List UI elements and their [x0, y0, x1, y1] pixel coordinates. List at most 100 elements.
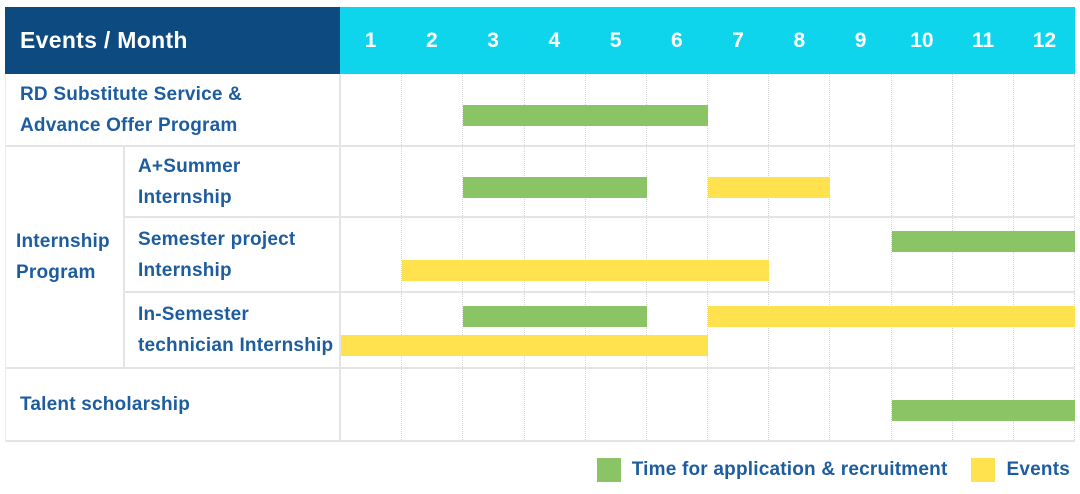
table-body: RD Substitute Service & Advance Offer Pr… — [5, 74, 1076, 442]
green-gantt-bar — [463, 306, 647, 327]
row-label-a-summer: A+Summer Internship — [125, 147, 341, 216]
row-label-rd-substitute: RD Substitute Service & Advance Offer Pr… — [6, 74, 341, 145]
legend-item-events: Events — [971, 458, 1070, 482]
month-cell — [953, 293, 1014, 367]
month-cell — [769, 293, 831, 367]
row-in-semester-technician-internship: In-Semester technician Internship — [125, 293, 1076, 367]
month-cell — [830, 74, 892, 145]
month-header-2: 2 — [426, 28, 438, 52]
month-header-10: 10 — [910, 28, 934, 52]
gantt-grid-in-semester — [341, 293, 1076, 367]
month-cell — [402, 293, 464, 367]
month-cell — [953, 147, 1014, 216]
month-cell — [892, 74, 953, 145]
month-header-5: 5 — [609, 28, 622, 52]
month-cell — [708, 293, 770, 367]
internship-subrows: A+Summer Internship Semester project Int… — [125, 147, 1076, 367]
month-cell — [769, 218, 831, 291]
gantt-grid-semester-project — [341, 218, 1076, 291]
month-cell — [341, 293, 403, 367]
month-cell — [892, 293, 953, 367]
month-cell — [892, 218, 953, 291]
row-label-in-semester: In-Semester technician Internship — [125, 293, 341, 367]
month-cell — [647, 369, 709, 440]
month-header-7: 7 — [732, 28, 744, 52]
month-cell — [525, 293, 586, 367]
month-header-3: 3 — [487, 28, 499, 52]
month-cell — [953, 74, 1014, 145]
row-a-summer-internship: A+Summer Internship — [125, 147, 1076, 218]
legend: Time for application & recruitment Event… — [596, 458, 1070, 482]
row-semester-project-internship: Semester project Internship — [125, 218, 1076, 293]
month-cell — [769, 74, 831, 145]
row-label-talent-scholarship: Talent scholarship — [6, 369, 341, 440]
month-cell — [463, 293, 525, 367]
legend-label-application-recruitment: Time for application & recruitment — [631, 459, 948, 480]
month-cell — [830, 218, 892, 291]
month-header-4: 4 — [548, 28, 561, 52]
green-gantt-bar — [891, 231, 1075, 252]
yellow-gantt-bar — [402, 260, 770, 281]
month-cell — [1014, 147, 1076, 216]
month-cell — [830, 293, 892, 367]
month-cell — [586, 218, 647, 291]
month-cell — [341, 147, 403, 216]
row-talent-scholarship: Talent scholarship — [6, 369, 1076, 442]
month-cell — [586, 293, 647, 367]
month-cell — [1014, 293, 1076, 367]
gantt-grid-rd-substitute — [341, 74, 1076, 145]
month-cell — [402, 74, 464, 145]
month-cell — [341, 74, 403, 145]
month-cell — [708, 74, 770, 145]
legend-label-events: Events — [1006, 459, 1070, 480]
month-cell — [769, 369, 831, 440]
month-cell — [647, 293, 709, 367]
month-cell — [647, 218, 709, 291]
month-cell — [341, 218, 403, 291]
month-cell — [1014, 218, 1076, 291]
month-cell — [402, 218, 464, 291]
month-header-6: 6 — [671, 28, 683, 52]
month-cell — [830, 369, 892, 440]
month-cell — [708, 369, 770, 440]
gantt-grid-talent-scholarship — [341, 369, 1076, 440]
row-group-internship-program: Internship Program A+Summer Internship S… — [6, 147, 1076, 369]
month-cell — [341, 369, 403, 440]
events-month-table: Events / Month 1 2 3 4 5 6 7 8 9 10 11 12 RD Substi… — [5, 7, 1076, 442]
yellow-gantt-bar — [708, 306, 1075, 327]
month-cell — [1014, 74, 1076, 145]
green-gantt-bar — [463, 176, 647, 198]
month-cell — [953, 218, 1014, 291]
month-cell — [708, 218, 770, 291]
row-rd-substitute: RD Substitute Service & Advance Offer Pr… — [6, 74, 1076, 147]
green-gantt-bar — [891, 399, 1075, 421]
month-cell — [647, 147, 709, 216]
month-cell — [463, 218, 525, 291]
month-header-1: 1 — [364, 28, 377, 52]
month-header-8: 8 — [793, 28, 806, 52]
month-cell — [892, 147, 953, 216]
month-header-12: 12 — [1032, 28, 1057, 52]
green-gantt-bar — [463, 104, 708, 126]
month-header-row: 1 2 3 4 5 6 7 8 9 10 11 12 — [340, 7, 1075, 74]
month-cell — [586, 369, 647, 440]
legend-swatch-yellow — [971, 458, 996, 482]
month-header-11: 11 — [972, 28, 995, 52]
group-label-internship-program: Internship Program — [6, 147, 125, 367]
row-label-semester-project: Semester project Internship — [125, 218, 341, 291]
legend-swatch-green — [596, 458, 621, 482]
table-header: Events / Month 1 2 3 4 5 6 7 8 9 10 11 12 — [5, 7, 1075, 74]
month-cell — [402, 147, 464, 216]
legend-item-application-recruitment: Time for application & recruitment — [596, 458, 948, 482]
month-cell — [830, 147, 892, 216]
yellow-gantt-bar — [341, 335, 708, 356]
month-cell — [402, 369, 464, 440]
yellow-gantt-bar — [708, 176, 831, 198]
gantt-grid-a-summer — [341, 147, 1076, 216]
month-header-9: 9 — [854, 28, 867, 52]
month-cell — [525, 369, 586, 440]
month-cell — [525, 218, 586, 291]
header-title: Events / Month — [5, 7, 340, 74]
month-cell — [463, 369, 525, 440]
